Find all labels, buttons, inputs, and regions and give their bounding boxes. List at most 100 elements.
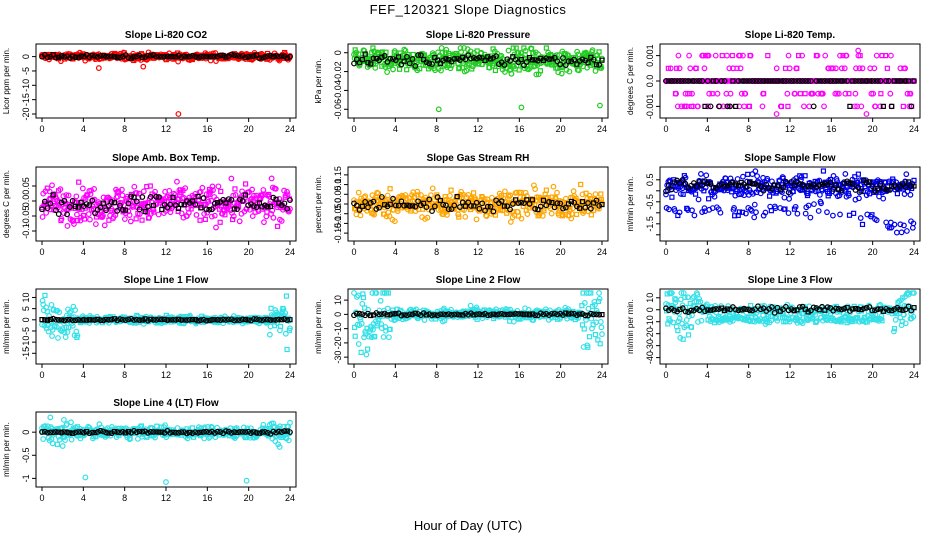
data-point <box>213 224 219 231</box>
y-tick-label: -1.5 <box>645 216 655 232</box>
data-point <box>680 336 686 342</box>
data-point <box>139 217 145 223</box>
y-tick-label: -0.15 <box>333 223 343 244</box>
x-tick-label: 24 <box>597 370 607 380</box>
data-point <box>44 309 50 315</box>
data-point <box>746 103 753 109</box>
data-point <box>243 181 249 187</box>
data-point <box>781 194 788 201</box>
data-point <box>100 53 106 59</box>
data-point <box>773 111 780 117</box>
x-tick-label: 8 <box>122 247 127 257</box>
data-point <box>691 212 698 219</box>
x-tick-label: 0 <box>351 370 356 380</box>
data-point <box>851 210 857 216</box>
data-point <box>596 295 603 302</box>
data-point <box>516 67 522 73</box>
data-point <box>596 290 602 296</box>
data-point <box>214 53 221 60</box>
data-point <box>751 201 758 208</box>
x-tick-label: 12 <box>161 124 171 134</box>
data-point <box>253 52 260 58</box>
data-point <box>409 56 416 62</box>
data-point <box>133 53 140 60</box>
data-point <box>729 53 735 59</box>
data-point <box>380 334 387 340</box>
data-point <box>262 53 268 60</box>
x-tick-label: 16 <box>202 247 212 257</box>
panel-title: Slope Gas Stream RH <box>427 153 530 164</box>
y-tick-label: -1 <box>21 474 31 482</box>
data-point <box>573 211 580 217</box>
data-point <box>175 111 182 117</box>
x-tick-label: 8 <box>122 370 127 380</box>
data-point <box>470 190 477 196</box>
data-point <box>368 61 374 67</box>
data-point <box>387 55 394 62</box>
data-point <box>384 69 391 75</box>
data-point <box>351 60 357 67</box>
data-point <box>401 58 407 64</box>
data-point <box>200 53 207 60</box>
data-point <box>592 191 599 198</box>
data-point <box>387 186 393 192</box>
data-point <box>898 229 905 236</box>
data-point <box>150 52 157 58</box>
data-point <box>202 216 208 222</box>
data-point <box>287 53 293 60</box>
data-point <box>893 229 900 236</box>
panel-title: Slope Li-820 Temp. <box>745 30 836 41</box>
data-point <box>140 63 147 70</box>
data-point <box>358 349 364 355</box>
x-tick-label: 4 <box>393 247 398 257</box>
data-point <box>543 187 549 193</box>
data-point <box>274 223 281 229</box>
data-point <box>390 66 396 73</box>
data-point <box>802 173 808 179</box>
data-point <box>437 60 443 67</box>
x-tick-label: 12 <box>161 247 171 257</box>
data-point <box>797 91 803 97</box>
main-title: FEF_120321 Slope Diagnostics <box>369 2 567 17</box>
data-point <box>837 211 843 218</box>
data-point <box>50 52 56 58</box>
data-point <box>75 54 81 60</box>
x-tick-label: 4 <box>393 124 398 134</box>
data-point <box>859 65 866 72</box>
data-point <box>537 68 544 74</box>
x-tick-label: 20 <box>244 370 254 380</box>
data-point <box>597 318 604 325</box>
data-point <box>508 70 515 77</box>
x-tick-label: 4 <box>393 370 398 380</box>
data-point <box>701 65 708 72</box>
data-point <box>267 52 274 59</box>
data-point <box>97 52 104 59</box>
data-point <box>786 195 793 202</box>
x-tick-label: 24 <box>909 124 919 134</box>
data-point <box>100 200 106 206</box>
panel-title: Slope Sample Flow <box>744 153 835 164</box>
y-tick-label: -0.05 <box>21 206 31 227</box>
x-tick-label: 4 <box>81 247 86 257</box>
data-point <box>211 212 218 219</box>
data-point <box>703 172 710 179</box>
data-point <box>156 53 162 60</box>
data-point <box>417 192 424 198</box>
data-point <box>435 106 442 113</box>
data-point <box>596 49 602 55</box>
y-tick-label: -5 <box>21 67 31 75</box>
data-point <box>62 334 69 341</box>
data-point <box>44 54 51 61</box>
data-point <box>193 211 200 218</box>
data-point <box>131 54 137 60</box>
y-tick-label: -40 <box>645 351 655 364</box>
data-point <box>863 111 870 117</box>
x-tick-label: 24 <box>285 124 295 134</box>
x-tick-label: 20 <box>556 247 566 257</box>
data-point <box>887 90 894 97</box>
data-point <box>356 51 362 57</box>
data-point <box>174 178 180 185</box>
